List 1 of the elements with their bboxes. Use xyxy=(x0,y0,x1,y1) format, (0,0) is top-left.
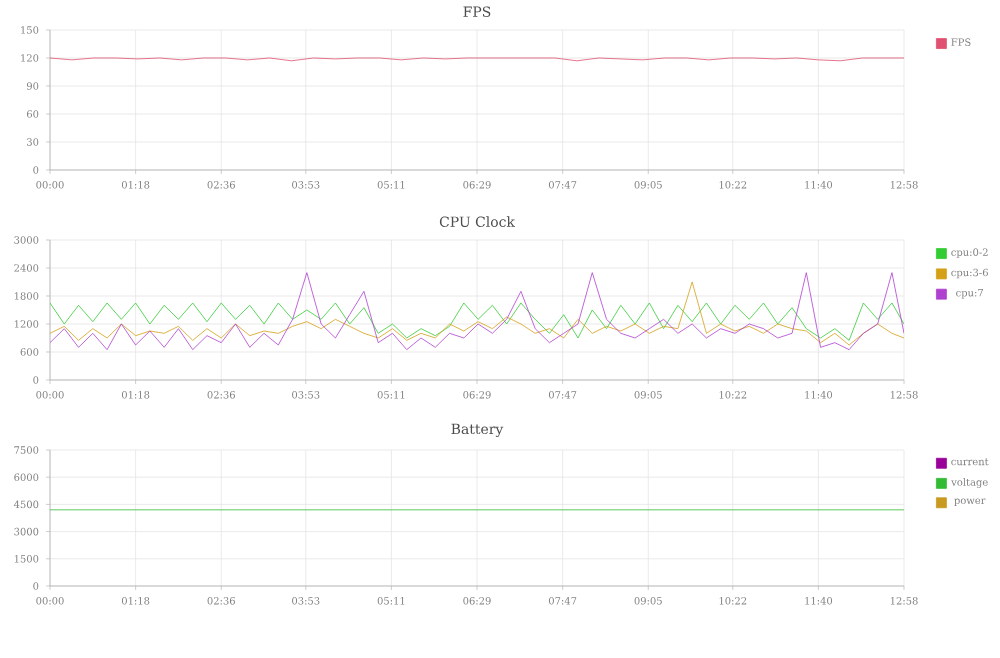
line-series xyxy=(50,302,905,341)
